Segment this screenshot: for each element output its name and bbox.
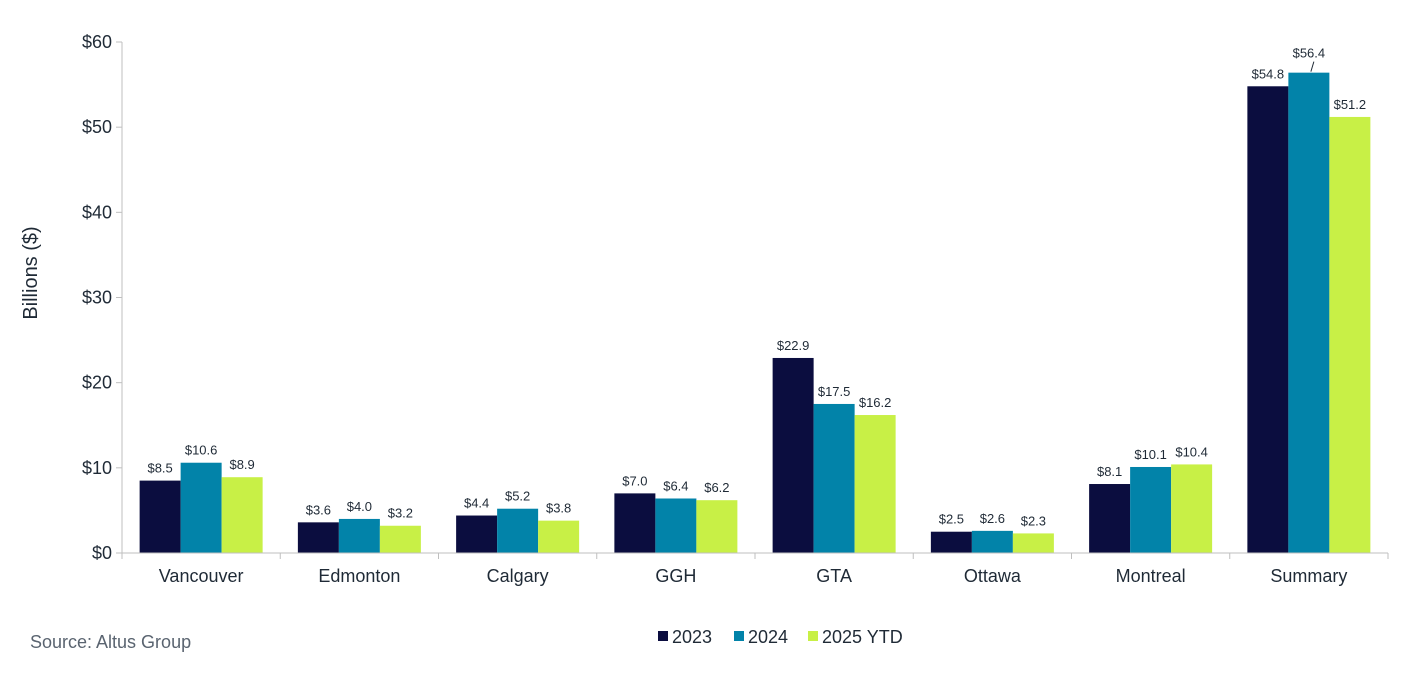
bars (139, 72, 1371, 554)
data-label: $16.2 (859, 395, 892, 410)
y-tick-label: $20 (82, 373, 112, 393)
data-label: $2.5 (939, 512, 964, 527)
data-label: $3.8 (546, 501, 571, 516)
data-label: $10.1 (1134, 447, 1167, 462)
data-label: $3.2 (388, 506, 413, 521)
legend-swatch (658, 631, 668, 641)
bar (1089, 484, 1131, 553)
y-axis: $0 $10 $20 $30 $40 $50 $60 (82, 32, 123, 563)
bar (139, 480, 181, 553)
bar (1288, 72, 1330, 553)
data-label: $22.9 (777, 338, 810, 353)
data-label: $10.6 (185, 443, 218, 458)
x-category-label: Summary (1270, 566, 1347, 586)
legend-label: 2025 YTD (822, 627, 903, 647)
bar (180, 462, 222, 553)
bar (538, 520, 580, 553)
x-category-label: Calgary (487, 566, 549, 586)
x-category-label: Montreal (1116, 566, 1186, 586)
x-axis: Vancouver Edmonton Calgary GGH GTA Ottawa Mont… (121, 552, 1389, 586)
y-tick-label: $60 (82, 32, 112, 52)
data-label: $51.2 (1334, 97, 1367, 112)
bar (614, 493, 656, 553)
x-category-label: GTA (816, 566, 852, 586)
y-axis-title: Billions ($) (20, 226, 42, 319)
data-label: $6.2 (704, 480, 729, 495)
legend-swatch (734, 631, 744, 641)
bar (655, 498, 697, 553)
data-label: $8.1 (1097, 464, 1122, 479)
bar (338, 518, 380, 553)
data-label: $4.0 (347, 499, 372, 514)
bar (813, 403, 855, 553)
data-label: $4.4 (464, 496, 489, 511)
bar (854, 415, 896, 553)
data-label: $8.9 (229, 457, 254, 472)
bar (696, 500, 738, 553)
data-label: $17.5 (818, 384, 851, 399)
legend-swatch (808, 631, 818, 641)
bar (456, 515, 498, 553)
data-label: $5.2 (505, 489, 530, 504)
bar (1012, 533, 1054, 553)
data-label: $56.4 (1293, 46, 1326, 61)
legend-label: 2023 (672, 627, 712, 647)
bar (1130, 466, 1172, 553)
bar (297, 522, 339, 553)
data-label: $7.0 (622, 473, 647, 488)
y-tick-label: $0 (92, 543, 112, 563)
x-category-label: Ottawa (964, 566, 1022, 586)
source-note: Source: Altus Group (30, 632, 192, 652)
y-tick-label: $10 (82, 458, 112, 478)
data-label: $3.6 (306, 502, 331, 517)
bar (497, 508, 539, 553)
data-label: $10.4 (1175, 444, 1208, 459)
bar (930, 531, 972, 553)
x-category-label: Vancouver (159, 566, 244, 586)
x-category-label: Edmonton (318, 566, 400, 586)
bar (221, 477, 263, 553)
y-tick-label: $40 (82, 202, 112, 222)
y-tick-label: $50 (82, 117, 112, 137)
bar (971, 530, 1013, 553)
x-category-label: GGH (655, 566, 696, 586)
bar (1247, 86, 1289, 553)
bar (1171, 464, 1213, 553)
data-labels: $8.5 $3.6 $4.4 $7.0 $22.9 $2.5 $8.1 $54.8 $10.6 $… (147, 46, 1366, 529)
data-label: $8.5 (147, 461, 172, 476)
y-tick-label: $30 (82, 288, 112, 308)
legend-label: 2024 (748, 627, 788, 647)
data-label: $6.4 (663, 478, 688, 493)
data-label: $2.6 (980, 511, 1005, 526)
data-label: $2.3 (1021, 513, 1046, 528)
bar (379, 525, 421, 553)
bar (1329, 116, 1371, 554)
data-label: $54.8 (1252, 66, 1285, 81)
legend: 2023 2024 2025 YTD (658, 627, 903, 647)
bar (772, 357, 814, 553)
data-label-leader (1310, 61, 1315, 72)
